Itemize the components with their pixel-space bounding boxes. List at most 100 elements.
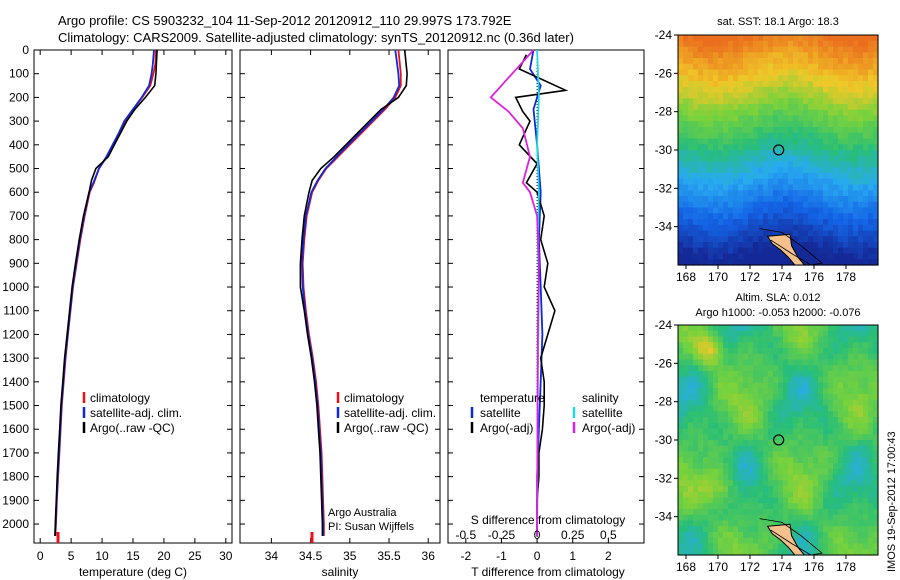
map-cell [808, 526, 814, 533]
map-cell [778, 480, 784, 487]
map-cell [838, 63, 844, 71]
map-cell [678, 445, 684, 453]
map-cell [813, 434, 819, 441]
map-cell [698, 325, 704, 332]
map-cell [738, 132, 744, 140]
map-cell [728, 463, 734, 470]
map-cell [713, 359, 719, 366]
map-cell [798, 75, 804, 82]
map-cell [848, 405, 854, 412]
map-cell [808, 388, 814, 395]
map-cell [803, 98, 809, 105]
map-cell [783, 376, 789, 384]
map-cell [718, 247, 724, 255]
map-cell [788, 509, 794, 516]
map-cell [713, 388, 719, 395]
map-cell [708, 353, 714, 361]
map-cell [693, 144, 699, 151]
map-cell [868, 155, 874, 163]
map-cell [783, 92, 789, 99]
map-cell [708, 81, 714, 88]
map-cell [723, 509, 729, 516]
map-cell [703, 468, 709, 476]
map-cell [723, 434, 729, 441]
map-cell [678, 173, 684, 180]
map-cell [713, 434, 719, 441]
map-cell [798, 526, 804, 533]
map-cell [788, 365, 794, 372]
map-cell [873, 440, 879, 447]
map-cell [808, 144, 814, 151]
map-cell [793, 394, 799, 401]
map-cell [758, 422, 764, 430]
map-cell [778, 457, 784, 464]
map-cell [678, 75, 684, 82]
map-cell [698, 417, 704, 424]
map-cell [698, 196, 704, 203]
map-cell [813, 196, 819, 203]
map-cell [808, 503, 814, 510]
map-cell [873, 422, 879, 430]
map-cell [753, 532, 759, 539]
map-cell [858, 394, 864, 401]
map-cell [683, 353, 689, 361]
map-cell [853, 259, 859, 266]
map-cell [768, 144, 774, 151]
map-cell [683, 457, 689, 464]
map-cell [748, 491, 754, 499]
map-cell [843, 224, 849, 232]
map-cell [788, 399, 794, 407]
map-cell [738, 259, 744, 266]
map-cell [748, 184, 754, 191]
map-cell [788, 411, 794, 418]
map-cell [698, 376, 704, 384]
vertical-credit-text: IMOS 19-Sep-2012 17:00:43 [886, 431, 898, 572]
map-cell [823, 69, 829, 76]
map-cell [773, 509, 779, 516]
map-cell [693, 491, 699, 499]
map-cell [748, 121, 754, 128]
map-cell [678, 132, 684, 140]
map-cell [698, 353, 704, 361]
map-cell [798, 359, 804, 366]
map-x-tick-label-0: 168 [676, 560, 696, 574]
map-cell [733, 543, 739, 550]
map-cell [778, 207, 784, 214]
map-cell [683, 417, 689, 424]
map-cell [858, 167, 864, 174]
map-cell [818, 342, 824, 349]
map-cell [713, 236, 719, 243]
map-cell [703, 474, 709, 481]
map-cell [773, 115, 779, 122]
x-tick-label-3: 35.5 [377, 549, 401, 563]
map-cell [708, 173, 714, 180]
map-cell [793, 52, 799, 59]
map-cell [678, 388, 684, 395]
map-cell [823, 115, 829, 122]
map-cell [838, 75, 844, 82]
map-cell [753, 86, 759, 94]
map-cell [783, 98, 789, 105]
map-cell [723, 353, 729, 361]
map-cell [708, 196, 714, 203]
map-cell [788, 161, 794, 168]
map-cell [713, 342, 719, 349]
map-cell [853, 81, 859, 88]
map-cell [853, 486, 859, 493]
map-cell [728, 491, 734, 499]
map-cell [868, 173, 874, 180]
map-cell [708, 440, 714, 447]
map-cell [728, 236, 734, 243]
map-cell [743, 491, 749, 499]
map-cell [833, 348, 839, 355]
map-cell [858, 463, 864, 470]
map-cell [868, 359, 874, 366]
map-cell [818, 353, 824, 361]
map-cell [743, 422, 749, 430]
map-cell [868, 463, 874, 470]
map-cell [818, 376, 824, 384]
map-cell [868, 451, 874, 458]
map-cell [843, 336, 849, 343]
map-cell [758, 411, 764, 418]
map-cell [843, 150, 849, 157]
